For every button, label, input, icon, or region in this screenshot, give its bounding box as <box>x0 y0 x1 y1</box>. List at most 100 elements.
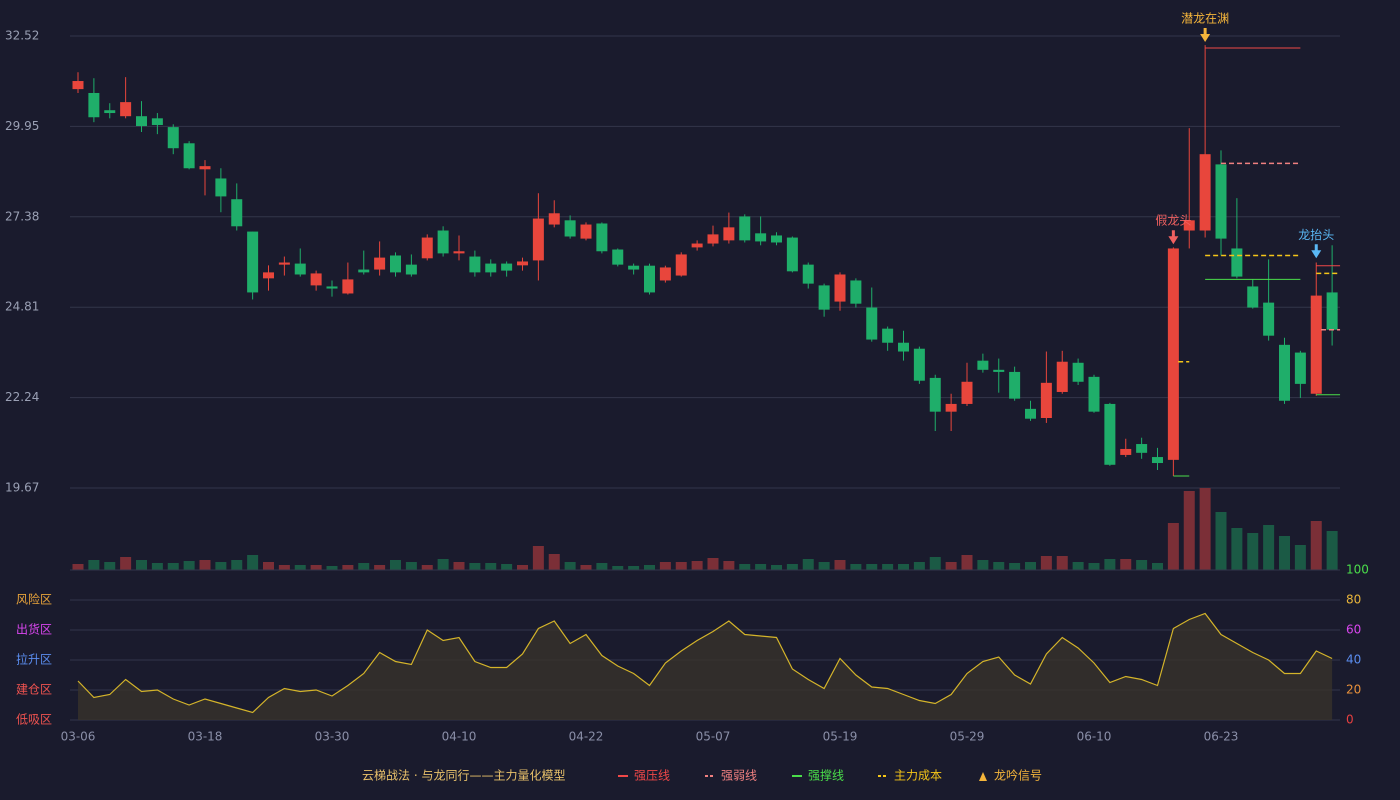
indicator-line <box>77 612 1333 714</box>
candle-body <box>72 81 84 90</box>
candle-body <box>1072 362 1084 382</box>
y-tick-label: 27.38 <box>5 209 39 223</box>
candle-body <box>532 218 544 261</box>
volume-bar <box>580 565 592 570</box>
candle-body <box>1294 352 1306 384</box>
candle-body <box>628 265 640 270</box>
indicator-area <box>78 613 1333 720</box>
candle-body <box>644 265 655 293</box>
candle-body <box>834 274 846 302</box>
y-tick-label: 22.24 <box>5 390 39 404</box>
candle-body <box>1215 164 1227 239</box>
legend-label: 龙吟信号 <box>994 768 1042 783</box>
volume-bar <box>72 564 84 570</box>
legend-label: 主力成本 <box>894 769 942 783</box>
volume-bar <box>1183 491 1195 570</box>
zone-label: 低吸区 <box>16 713 52 727</box>
volume-bar <box>1104 559 1116 570</box>
candle-body <box>263 272 274 279</box>
volume-bar <box>1231 528 1243 570</box>
x-tick-label: 04-10 <box>442 730 477 744</box>
x-tick-label: 06-23 <box>1204 730 1239 744</box>
candle-body <box>1120 448 1132 455</box>
volume-bar <box>120 557 132 570</box>
candle-body <box>294 263 306 275</box>
candle-body <box>707 234 719 244</box>
legend-label: 强弱线 <box>721 769 757 783</box>
volume-bar <box>612 566 624 570</box>
legend-label: 强撑线 <box>808 768 844 783</box>
volume-bar <box>771 565 782 570</box>
candle-body <box>342 279 354 294</box>
volume-bar <box>294 565 306 570</box>
volume-bar <box>993 562 1005 570</box>
candle-body <box>1231 248 1243 277</box>
volume-bar <box>802 559 814 570</box>
y-tick-label: 100 <box>1346 563 1369 577</box>
candle-body <box>120 102 132 117</box>
candle-body <box>755 233 767 242</box>
candle-body <box>358 269 370 273</box>
volume-bar <box>310 565 322 570</box>
candle-body <box>374 257 386 270</box>
volume-bar <box>167 563 179 570</box>
volume-bar <box>1088 563 1100 570</box>
signal-label: 龙抬头 <box>1298 228 1334 242</box>
candle-body <box>1104 403 1116 465</box>
candle-body <box>866 307 878 340</box>
volume-bar <box>199 560 211 570</box>
volume-bar <box>263 562 274 570</box>
volume-bar <box>1310 521 1322 570</box>
volume-bar <box>1167 523 1179 570</box>
candle-body <box>739 216 751 241</box>
candle-body <box>771 235 782 243</box>
candle-body <box>564 220 576 237</box>
volume-bar <box>1009 563 1021 570</box>
signal-arrow <box>1200 27 1211 42</box>
volume-bar <box>1199 488 1211 570</box>
volume-bar <box>1152 563 1163 570</box>
candle-body <box>136 116 147 127</box>
volume-bar <box>390 560 401 570</box>
volume-bar <box>1120 559 1132 570</box>
x-tick-label: 06-10 <box>1077 730 1112 744</box>
volume-bar <box>675 562 687 570</box>
candle-body <box>215 178 227 197</box>
candle-body <box>485 263 497 273</box>
candle-body <box>1199 154 1211 231</box>
volume-bar <box>183 561 195 570</box>
candle-body <box>723 227 735 241</box>
candle-body <box>1263 302 1275 336</box>
candle-body <box>898 342 909 352</box>
signal-arrow <box>1311 244 1322 259</box>
y-tick-label: 19.67 <box>5 481 39 495</box>
volume-bar <box>421 565 433 570</box>
volume-bar <box>1215 512 1227 570</box>
candle-body <box>548 213 560 225</box>
volume-bar <box>596 563 608 570</box>
volume-bar <box>866 564 878 570</box>
volume-bar <box>564 562 576 570</box>
candle-body <box>675 254 687 276</box>
legend-title: 云梯战法 · 与龙同行——主力量化模型 <box>362 769 565 783</box>
volume-bar <box>215 562 227 570</box>
y-tick-label: 60 <box>1346 623 1361 637</box>
candle-body <box>104 110 116 114</box>
volume-bar <box>1279 536 1290 570</box>
zone-label: 出货区 <box>16 622 52 637</box>
candle-body <box>961 381 973 404</box>
candle-body <box>929 377 941 412</box>
candle-body <box>1183 220 1195 231</box>
volume-bar <box>1263 525 1275 570</box>
candle-body <box>501 263 513 271</box>
candle-body <box>691 243 703 248</box>
candle-body <box>88 92 100 118</box>
volume-bar <box>548 554 560 570</box>
volume-bar <box>1294 545 1306 570</box>
candle-body <box>421 237 433 259</box>
y-tick-label: 40 <box>1346 653 1361 667</box>
candle-body <box>882 328 894 343</box>
x-tick-label: 03-18 <box>188 730 223 744</box>
volume-bar <box>628 566 640 570</box>
candle-body <box>453 251 465 254</box>
